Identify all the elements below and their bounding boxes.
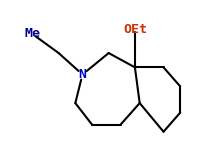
Text: N: N — [78, 68, 86, 81]
Text: Me: Me — [25, 27, 40, 41]
Text: OEt: OEt — [123, 23, 147, 36]
